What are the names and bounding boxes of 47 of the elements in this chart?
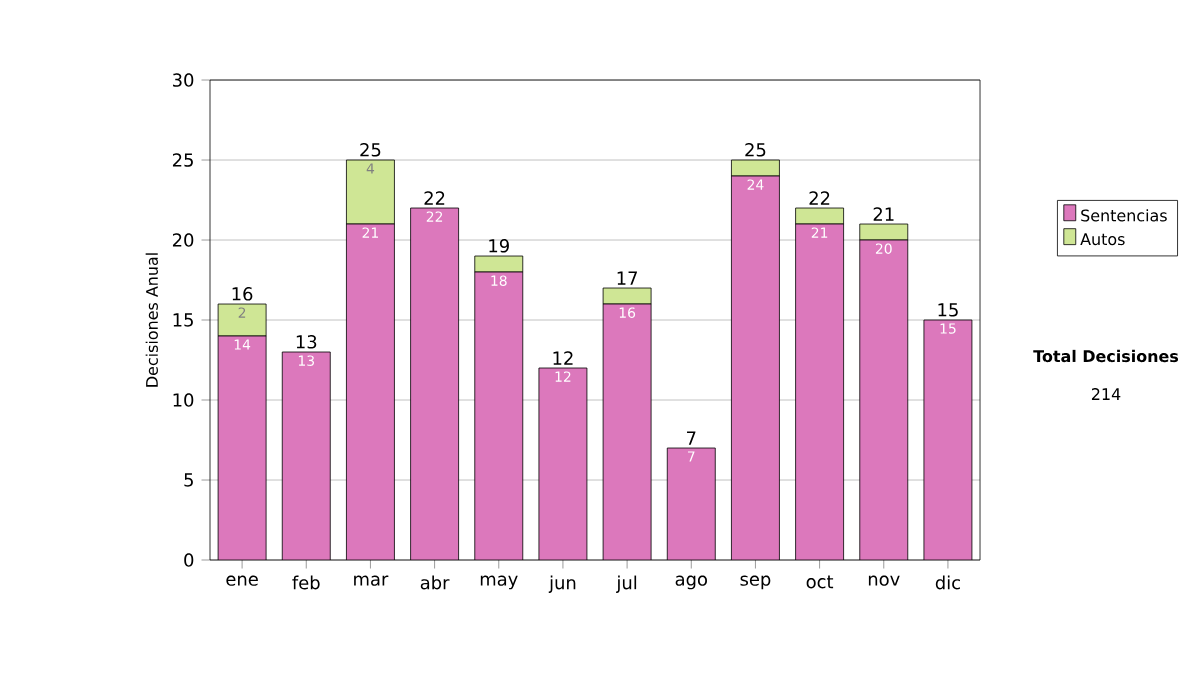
y-tick-label: 15 [173, 313, 193, 327]
bar [282, 352, 331, 561]
bar [410, 208, 459, 561]
x-tick-label: ago [675, 575, 707, 590]
x-tick-label: abr [420, 575, 450, 590]
total-label: 15 [938, 303, 958, 317]
total-label: 19 [489, 239, 509, 253]
bar [667, 448, 716, 561]
total-label: 25 [745, 143, 766, 157]
bar [731, 176, 780, 561]
y-tick-label: 20 [172, 233, 194, 247]
total-label: 13 [296, 335, 317, 349]
bar [602, 287, 652, 305]
total-label: 16 [232, 287, 253, 301]
bar [795, 207, 844, 225]
x-tick-label: sep [740, 575, 771, 590]
bar [859, 223, 909, 241]
bar [603, 304, 652, 561]
total-label: 25 [360, 143, 381, 157]
x-tick-label: mar [354, 575, 389, 586]
y-tick-label: 25 [172, 153, 193, 167]
bar [346, 224, 395, 561]
x-tick-label: ene [226, 575, 258, 586]
x-tick-label: nov [868, 575, 900, 586]
bar [538, 368, 587, 561]
x-tick-label: dic [935, 575, 960, 590]
x-tick-label: jun [548, 575, 576, 593]
y-tick-label: 5 [184, 473, 193, 487]
bar [795, 224, 844, 561]
x-tick-label: feb [292, 575, 320, 590]
x-tick-label: jul [616, 575, 637, 593]
total-label: 12 [553, 351, 573, 365]
y-tick-label: 10 [173, 393, 194, 407]
bar [923, 319, 973, 561]
bar [474, 255, 524, 273]
bar [218, 336, 267, 561]
x-tick-label: oct [806, 575, 834, 589]
total-label: 21 [873, 207, 894, 221]
total-label: 17 [617, 271, 637, 285]
total-label: 22 [424, 191, 445, 205]
bar [859, 240, 908, 561]
total-label: 7 [687, 431, 696, 445]
y-tick-label: 0 [184, 553, 194, 567]
x-tick-label: may [480, 575, 518, 590]
bar [474, 272, 523, 561]
y-tick-label: 30 [173, 73, 194, 87]
total-label: 22 [809, 191, 830, 205]
